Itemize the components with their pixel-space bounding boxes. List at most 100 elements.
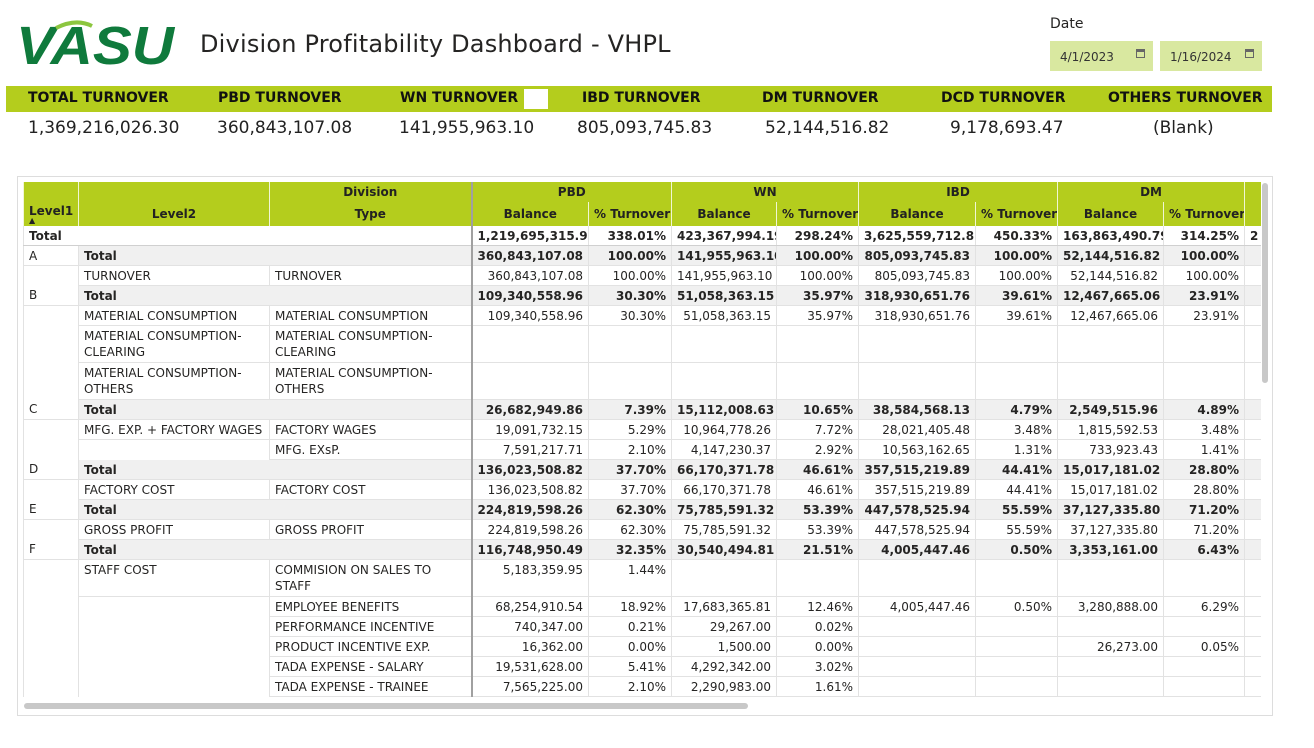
horizontal-scrollbar[interactable]	[24, 703, 748, 709]
cell-overflow	[1244, 539, 1261, 560]
header-pct-turnover[interactable]: % Turnover	[974, 202, 1058, 226]
cell	[1057, 656, 1164, 677]
cell: 29,267.00	[671, 616, 777, 637]
header-wn[interactable]: WN	[671, 182, 859, 202]
kpi-wn-turnover-value: 141,955,963.10	[399, 118, 535, 138]
type-cell: FACTORY WAGES	[269, 419, 473, 440]
kpi-ibd-turnover-label: IBD TURNOVER	[582, 90, 701, 106]
header-balance[interactable]: Balance	[1057, 202, 1164, 226]
cell: 10.65%	[776, 399, 859, 420]
cell: 163,863,490.79	[1057, 226, 1164, 246]
header-dm[interactable]: DM	[1057, 182, 1245, 202]
group-total-row[interactable]: B Total 109,340,558.96 30.30% 51,058,363.15 3…	[23, 285, 1261, 306]
table-row[interactable]: TADA EXPENSE - TRAINEE 7,565,225.00 2.10% 2…	[23, 676, 1261, 697]
cell: 66,170,371.78	[671, 479, 777, 500]
header-ibd[interactable]: IBD	[857, 182, 1058, 202]
division-matrix[interactable]: Division PBD WN IBD DM Level1 ▲ Level2 Ty…	[17, 176, 1273, 716]
header-balance[interactable]: Balance	[471, 202, 589, 226]
cell: 46.61%	[776, 479, 859, 500]
table-row[interactable]: TADA EXPENSE - SALARY 19,531,628.00 5.41% 4…	[23, 656, 1261, 677]
level1-cell	[23, 656, 79, 677]
table-row[interactable]: MATERIAL CONSUMPTION-CLEARING MATERIAL CO…	[23, 325, 1261, 363]
table-row[interactable]: PRODUCT INCENTIVE EXP. 16,362.00 0.00% 1,50…	[23, 636, 1261, 657]
cell: 0.00%	[776, 636, 859, 657]
cell	[776, 325, 859, 363]
type-cell: MATERIAL CONSUMPTION	[269, 305, 473, 326]
table-row[interactable]: TURNOVER TURNOVER 360,843,107.08 100.00% 141…	[23, 265, 1261, 286]
cell: 71.20%	[1163, 519, 1245, 540]
header-type[interactable]: Type	[269, 202, 473, 226]
vertical-scrollbar[interactable]	[1262, 183, 1268, 383]
header-balance[interactable]: Balance	[858, 202, 976, 226]
date-to-input[interactable]: 1/16/2024	[1160, 41, 1262, 71]
cell-overflow	[1244, 305, 1261, 326]
cell: 10,563,162.65	[858, 439, 976, 460]
group-total-row[interactable]: D Total 136,023,508.82 37.70% 66,170,371.78 4…	[23, 459, 1261, 480]
date-from-input[interactable]: 4/1/2023	[1050, 41, 1153, 71]
header-pct-turnover[interactable]: % Turnover	[588, 202, 672, 226]
cell	[974, 325, 1058, 363]
sort-ascending-icon[interactable]: ▲	[29, 216, 36, 225]
group-total-row[interactable]: A Total 360,843,107.08 100.00% 141,955,963.1…	[23, 245, 1261, 266]
matrix-body: Total 1,219,695,315.93 338.01% 423,367,9…	[23, 226, 1261, 697]
cell	[974, 676, 1058, 697]
cell: 447,578,525.94	[858, 519, 976, 540]
group-total-row[interactable]: E Total 224,819,598.26 62.30% 75,785,591.32 5…	[23, 499, 1261, 520]
type-cell: MFG. EXsP.	[269, 439, 473, 460]
level2-cell: MFG. EXP. + FACTORY WAGES	[78, 419, 270, 440]
header-balance[interactable]: Balance	[671, 202, 777, 226]
cell: 37,127,335.80	[1057, 499, 1164, 520]
table-row[interactable]: PERFORMANCE INCENTIVE 740,347.00 0.21% 29,2…	[23, 616, 1261, 637]
cell: 2.10%	[588, 676, 672, 697]
group-total-row[interactable]: C Total 26,682,949.86 7.39% 15,112,008.63 10.…	[23, 399, 1261, 420]
table-row[interactable]: MATERIAL CONSUMPTION-OTHERS MATERIAL CONS…	[23, 362, 1261, 400]
kpi-others-turnover-value: (Blank)	[1153, 118, 1214, 138]
header-level2[interactable]: Level2	[78, 202, 270, 226]
grand-total-row[interactable]: Total 1,219,695,315.93 338.01% 423,367,9…	[23, 226, 1261, 246]
group-total-row[interactable]: F Total 116,748,950.49 32.35% 30,540,494.81 2…	[23, 539, 1261, 560]
cell: 1.61%	[776, 676, 859, 697]
table-row[interactable]: MATERIAL CONSUMPTION MATERIAL CONSUMPTION…	[23, 305, 1261, 326]
header-pct-turnover[interactable]: % Turnover	[776, 202, 859, 226]
type-cell: PERFORMANCE INCENTIVE	[269, 616, 473, 637]
cell	[471, 325, 589, 363]
calendar-icon[interactable]	[1136, 49, 1145, 58]
vasu-logo: VASU	[16, 18, 176, 70]
cell: 28,021,405.48	[858, 419, 976, 440]
cell: 4.89%	[1163, 399, 1245, 420]
cell	[858, 559, 976, 597]
kpi-dcd-turnover-label: DCD TURNOVER	[941, 90, 1066, 106]
table-row[interactable]: GROSS PROFIT GROSS PROFIT 224,819,598.26 62…	[23, 519, 1261, 540]
table-row[interactable]: FACTORY COST FACTORY COST 136,023,508.82 37…	[23, 479, 1261, 500]
kpi-header-bar	[6, 86, 1272, 112]
header-pct-turnover[interactable]: % Turnover	[1163, 202, 1245, 226]
cell: 805,093,745.83	[858, 265, 976, 286]
cell: 37,127,335.80	[1057, 519, 1164, 540]
cell-overflow	[1244, 676, 1261, 697]
table-row[interactable]: MFG. EXsP. 7,591,217.71 2.10% 4,147,230.37 2…	[23, 439, 1261, 460]
cell-overflow	[1244, 362, 1261, 400]
header-level1[interactable]: Level1 ▲	[23, 202, 79, 226]
cell-overflow	[1244, 479, 1261, 500]
level2-cell	[78, 616, 270, 637]
cell: 740,347.00	[471, 616, 589, 637]
cell: 100.00%	[1163, 245, 1245, 266]
matrix-table: Division PBD WN IBD DM Level1 ▲ Level2 Ty…	[23, 182, 1261, 697]
cell: 23.91%	[1163, 305, 1245, 326]
cell: 3.48%	[974, 419, 1058, 440]
cell	[1057, 559, 1164, 597]
calendar-icon[interactable]	[1245, 49, 1254, 58]
table-row[interactable]: STAFF COST COMMISION ON SALES TO STAFF 5,1…	[23, 559, 1261, 597]
cell: 7,591,217.71	[471, 439, 589, 460]
cell-overflow	[1244, 325, 1261, 363]
table-row[interactable]: MFG. EXP. + FACTORY WAGES FACTORY WAGES 19…	[23, 419, 1261, 440]
type-cell: FACTORY COST	[269, 479, 473, 500]
cell	[776, 559, 859, 597]
cell	[974, 636, 1058, 657]
page-title: Division Profitability Dashboard - VHPL	[200, 30, 671, 58]
table-row[interactable]: EMPLOYEE BENEFITS 68,254,910.54 18.92% 17,6…	[23, 596, 1261, 617]
cell: 23.91%	[1163, 285, 1245, 306]
header-pbd[interactable]: PBD	[471, 182, 672, 202]
cell: 71.20%	[1163, 499, 1245, 520]
level1-cell: E	[23, 499, 79, 520]
